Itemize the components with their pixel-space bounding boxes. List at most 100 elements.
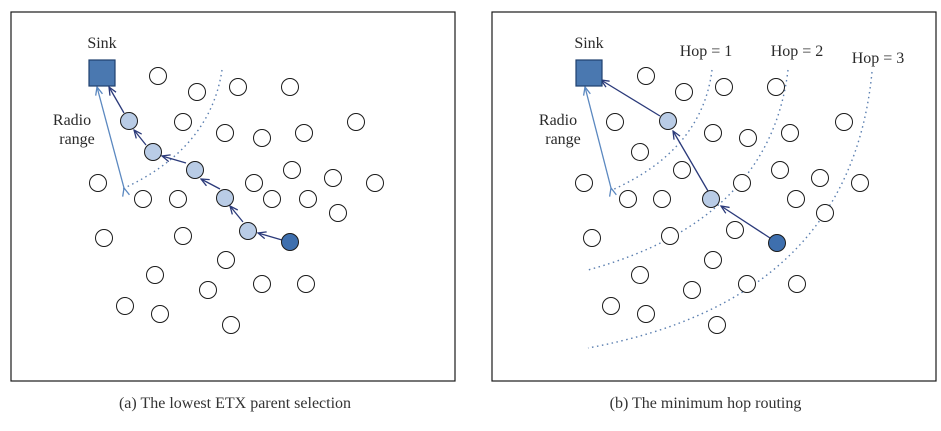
node bbox=[637, 305, 655, 323]
node bbox=[146, 266, 164, 284]
route-hop bbox=[673, 131, 709, 192]
node bbox=[299, 190, 317, 208]
node bbox=[835, 113, 853, 131]
node bbox=[606, 113, 624, 131]
node bbox=[347, 113, 365, 131]
node bbox=[708, 316, 726, 334]
route-hop bbox=[258, 233, 283, 241]
radio-range-arrow bbox=[97, 87, 124, 188]
node bbox=[673, 161, 691, 179]
relay-nodes bbox=[120, 112, 257, 240]
node bbox=[767, 78, 785, 96]
node bbox=[619, 190, 637, 208]
node bbox=[324, 169, 342, 187]
route-hop bbox=[201, 179, 221, 190]
relay-node bbox=[120, 112, 138, 130]
radio-range-label: range bbox=[545, 131, 581, 148]
node bbox=[216, 124, 234, 142]
node bbox=[297, 275, 315, 293]
sink-node bbox=[88, 59, 116, 87]
node bbox=[602, 297, 620, 315]
node bbox=[253, 129, 271, 147]
node bbox=[637, 67, 655, 85]
node bbox=[199, 281, 217, 299]
source-node bbox=[281, 233, 299, 251]
route-hop bbox=[230, 206, 244, 223]
node bbox=[739, 129, 757, 147]
node bbox=[281, 78, 299, 96]
node bbox=[781, 124, 799, 142]
sink-label: Sink bbox=[574, 35, 603, 52]
sink-node bbox=[575, 59, 603, 87]
node bbox=[174, 113, 192, 131]
node bbox=[675, 83, 693, 101]
node bbox=[816, 204, 834, 222]
node bbox=[295, 124, 313, 142]
hop-boundary-1 bbox=[611, 69, 713, 191]
node bbox=[245, 174, 263, 192]
node bbox=[188, 83, 206, 101]
node bbox=[733, 174, 751, 192]
route-hop bbox=[109, 87, 125, 114]
relay-node bbox=[702, 190, 720, 208]
route-hop bbox=[601, 80, 661, 117]
node bbox=[263, 190, 281, 208]
sink-label: Sink bbox=[87, 35, 116, 52]
node bbox=[661, 227, 679, 245]
node bbox=[738, 275, 756, 293]
radio-range-arrow bbox=[585, 87, 611, 188]
node bbox=[851, 174, 869, 192]
node bbox=[283, 161, 301, 179]
node bbox=[704, 124, 722, 142]
route-hop bbox=[134, 130, 147, 146]
node bbox=[653, 190, 671, 208]
relay-node bbox=[144, 143, 162, 161]
node bbox=[329, 204, 347, 222]
node bbox=[726, 221, 744, 239]
node bbox=[631, 266, 649, 284]
radio-range-label: Radio bbox=[539, 112, 577, 129]
node bbox=[366, 174, 384, 192]
node bbox=[89, 174, 107, 192]
node bbox=[253, 275, 271, 293]
panel-a-frame bbox=[10, 11, 456, 382]
relay-nodes bbox=[659, 112, 720, 208]
node bbox=[174, 227, 192, 245]
node bbox=[222, 316, 240, 334]
hop-label-1: Hop = 1 bbox=[680, 43, 733, 60]
node bbox=[583, 229, 601, 247]
other-nodes bbox=[89, 67, 384, 334]
node bbox=[169, 190, 187, 208]
radio-range-label: Radio bbox=[53, 112, 91, 129]
panel-b-diagram: Hop = 1 Hop = 2 Hop = 3 Sink Radio range bbox=[491, 11, 937, 382]
caption-a: (a) The lowest ETX parent selection bbox=[118, 395, 352, 412]
other-nodes bbox=[575, 67, 869, 334]
node bbox=[631, 143, 649, 161]
source-node bbox=[768, 234, 786, 252]
route-hop bbox=[721, 206, 771, 239]
hop-boundary-2 bbox=[587, 69, 789, 271]
node bbox=[95, 229, 113, 247]
hop-boundaries bbox=[587, 69, 873, 349]
node bbox=[116, 297, 134, 315]
route-path bbox=[601, 80, 771, 239]
node bbox=[134, 190, 152, 208]
panel-a-diagram: Sink Radio range bbox=[10, 11, 456, 382]
route-path bbox=[109, 87, 283, 241]
node bbox=[715, 78, 733, 96]
node bbox=[229, 78, 247, 96]
node bbox=[151, 305, 169, 323]
relay-node bbox=[186, 161, 204, 179]
node bbox=[575, 174, 593, 192]
panel-b-frame bbox=[491, 11, 937, 382]
node bbox=[787, 190, 805, 208]
caption-b: (b) The minimum hop routing bbox=[609, 395, 802, 412]
node bbox=[149, 67, 167, 85]
relay-node bbox=[239, 222, 257, 240]
radio-range-label: range bbox=[59, 131, 95, 148]
relay-node bbox=[659, 112, 677, 130]
node bbox=[217, 251, 235, 269]
relay-node bbox=[216, 189, 234, 207]
node bbox=[704, 251, 722, 269]
node bbox=[771, 161, 789, 179]
